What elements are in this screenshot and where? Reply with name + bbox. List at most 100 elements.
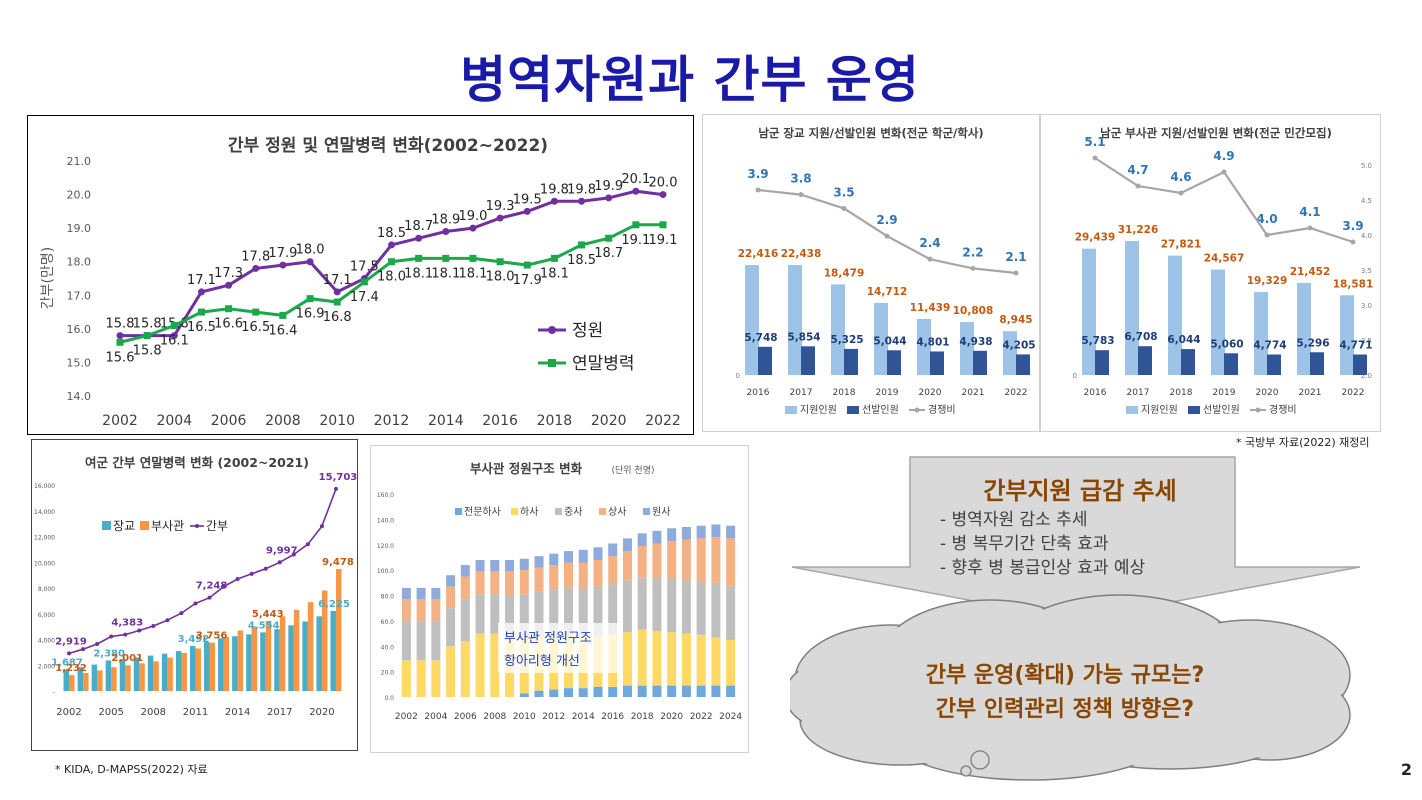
y-tick-label: 60.0 xyxy=(381,619,395,626)
bar-nco xyxy=(293,609,300,691)
stack-segment xyxy=(622,632,632,686)
bar-officer xyxy=(189,646,196,691)
legend-label: 전문하사 xyxy=(464,505,501,518)
data-label: 20.1 xyxy=(621,172,650,187)
data-label: 2,001 xyxy=(111,653,143,664)
y-tick-label: 21.0 xyxy=(67,155,92,168)
officer-recruit-panel: 남군 장교 지원/선발인원 변화(전군 학군/학사) 0 22,416 5,748 20… xyxy=(702,114,1040,432)
data-label: 14,712 xyxy=(867,286,908,298)
chart-title: 남군 부사관 지원/선발인원 변화(전군 민간모집) xyxy=(1100,126,1332,140)
y-tick-label: 17.0 xyxy=(67,289,92,302)
x-tick-label: 2018 xyxy=(1170,388,1193,398)
stack-segment xyxy=(726,586,736,640)
data-point xyxy=(197,288,205,296)
stack-segment xyxy=(549,565,559,590)
data-point xyxy=(469,224,477,232)
data-label: 19.8 xyxy=(567,182,596,197)
bar-applicant xyxy=(1211,269,1225,375)
data-label: 15.8 xyxy=(133,317,162,332)
data-point xyxy=(333,298,341,306)
data-label: 2.1 xyxy=(1005,250,1026,264)
stack-segment xyxy=(431,599,441,621)
stack-segment xyxy=(578,549,588,563)
data-label: 2,919 xyxy=(55,636,87,647)
stack-segment xyxy=(622,551,632,581)
data-label: 17.9 xyxy=(513,273,542,288)
x-tick-label: 2002 xyxy=(56,707,81,718)
x-tick-label: 2016 xyxy=(747,388,770,398)
ratio-point xyxy=(1350,239,1356,245)
bar-selected xyxy=(758,346,772,375)
data-label: 5,854 xyxy=(787,331,820,343)
data-label: 5,748 xyxy=(744,332,777,344)
x-tick-label: 2006 xyxy=(211,413,247,429)
bar-applicant xyxy=(1340,295,1354,375)
bar-applicant xyxy=(745,265,759,375)
data-point xyxy=(550,197,558,205)
bar-officer xyxy=(77,667,84,691)
stack-segment xyxy=(564,688,573,697)
stack-segment xyxy=(696,581,706,635)
legend-marker xyxy=(914,407,920,413)
chart-title: 남군 장교 지원/선발인원 변화(전군 학군/학사) xyxy=(758,126,983,140)
bar-officer xyxy=(161,653,168,691)
x-tick-label: 2010 xyxy=(513,712,536,722)
bar-applicant xyxy=(788,265,802,375)
data-point xyxy=(170,332,178,340)
legend-label: 지원인원 xyxy=(800,404,837,416)
y-axis-label: 간부(만명) xyxy=(40,247,56,309)
data-label: 15,703 xyxy=(319,472,357,483)
x-tick-label: 2017 xyxy=(267,707,292,718)
nco-structure-chart: 부사관 정원구조 변화 (단위 천명) 160.0 140.0 120.0 100.0 80… xyxy=(377,461,743,722)
bar-selected xyxy=(1224,353,1238,375)
page-number: 2 xyxy=(1400,760,1412,779)
callout-arrow xyxy=(791,456,1361,621)
data-label: 16.5 xyxy=(241,320,270,335)
y-tick-label: - xyxy=(53,689,55,696)
data-label: 18.1 xyxy=(404,266,433,281)
x-tick-label: 2020 xyxy=(1256,388,1279,398)
data-label: 4.1 xyxy=(1299,205,1320,219)
bar-applicant xyxy=(1254,292,1268,375)
data-label: 11,439 xyxy=(910,302,951,314)
x-tick-label: 2008 xyxy=(141,707,166,718)
stack-segment xyxy=(652,543,662,578)
stack-segment xyxy=(519,594,529,638)
data-label: 18.0 xyxy=(486,270,515,285)
stack-segment xyxy=(564,551,573,563)
data-label: 4,801 xyxy=(916,336,949,348)
x-tick-label: 2017 xyxy=(790,388,813,398)
stack-segment xyxy=(490,571,500,595)
stack-segment xyxy=(519,693,529,697)
data-label: 9,997 xyxy=(266,545,298,556)
total-line xyxy=(68,488,337,655)
ratio-point xyxy=(1307,225,1313,231)
female-officer-chart: 여군 간부 연말병력 변화 (2002~2021) 16,000 14,000 12,… xyxy=(34,455,357,718)
data-point xyxy=(252,264,260,272)
y2-tick-label: 5.0 xyxy=(1361,162,1372,170)
data-label: 16.8 xyxy=(323,310,352,325)
data-label: 19.9 xyxy=(594,179,623,194)
bar-officer xyxy=(260,632,266,691)
x-tick-label: 2012 xyxy=(374,413,410,429)
bar-nco xyxy=(111,667,117,691)
stack-segment xyxy=(416,620,426,661)
chart-title: 부사관 정원구조 변화 xyxy=(470,461,583,476)
total-point xyxy=(109,634,114,639)
stack-segment xyxy=(711,637,721,686)
stack-segment xyxy=(431,660,441,697)
y-tick-label: 120.0 xyxy=(377,543,394,550)
bar-nco xyxy=(335,568,342,691)
stack-segment xyxy=(431,587,441,600)
ratio-point xyxy=(1264,232,1270,238)
stack-segment xyxy=(490,633,500,697)
bar-officer xyxy=(204,642,210,691)
legend-label: 간부 xyxy=(206,519,228,533)
data-label: 17.8 xyxy=(241,249,270,264)
total-point xyxy=(319,524,324,529)
legend-label: 경쟁비 xyxy=(1269,403,1297,416)
stack-segment xyxy=(608,556,618,585)
y-tick-label: 0 xyxy=(736,372,740,380)
data-point xyxy=(279,261,287,269)
annotation-text: 부사관 정원구조 xyxy=(504,631,592,646)
